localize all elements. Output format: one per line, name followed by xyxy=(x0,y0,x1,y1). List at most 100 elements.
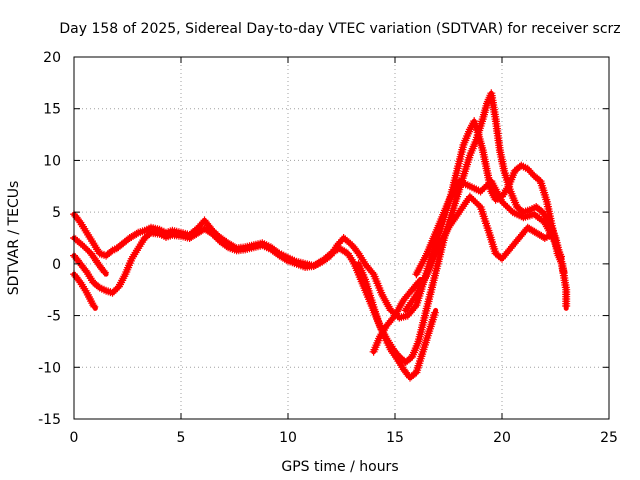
x-tick-label: 25 xyxy=(600,430,618,446)
data-point xyxy=(414,370,419,375)
data-point xyxy=(423,313,427,318)
data-point xyxy=(489,91,494,96)
data-point xyxy=(435,225,440,230)
data-point xyxy=(114,246,119,251)
data-point xyxy=(121,241,126,246)
data-point xyxy=(202,218,207,223)
data-point xyxy=(303,265,308,269)
x-tick-label: 20 xyxy=(493,430,511,446)
y-tick-label: -10 xyxy=(38,360,61,376)
data-point xyxy=(542,220,547,225)
data-point xyxy=(525,225,530,230)
data-point xyxy=(410,354,415,359)
data-point xyxy=(116,284,121,289)
data-point xyxy=(435,246,440,251)
data-point xyxy=(268,247,273,252)
data-point xyxy=(532,173,537,178)
data-point xyxy=(363,277,367,282)
data-point xyxy=(91,280,96,285)
data-point xyxy=(429,287,434,292)
data-point xyxy=(136,246,141,251)
data-point xyxy=(527,208,532,213)
data-point xyxy=(123,272,128,277)
data-point xyxy=(294,261,299,266)
data-point xyxy=(395,357,400,361)
data-point xyxy=(534,230,539,235)
data-point xyxy=(84,230,89,235)
x-tick-label: 10 xyxy=(279,430,297,446)
data-point xyxy=(512,168,517,173)
data-point xyxy=(478,205,483,209)
data-point xyxy=(356,251,361,256)
data-point xyxy=(435,261,440,266)
data-point xyxy=(97,251,102,256)
data-point xyxy=(345,251,350,256)
y-tick-label: 15 xyxy=(43,102,61,118)
data-point xyxy=(356,261,361,266)
data-point xyxy=(375,318,380,323)
data-point xyxy=(457,210,462,215)
series-trace-c xyxy=(70,270,99,311)
data-point xyxy=(104,288,109,293)
series-trace-a xyxy=(70,117,568,322)
data-point xyxy=(104,272,109,277)
x-tick-label: 0 xyxy=(70,430,79,446)
data-point xyxy=(500,256,504,261)
data-point xyxy=(129,256,134,261)
data-point xyxy=(337,246,342,251)
data-point xyxy=(446,225,451,230)
data-point xyxy=(457,179,462,184)
series-trace-d xyxy=(70,234,109,277)
y-tick-label: -5 xyxy=(47,309,61,325)
data-point xyxy=(350,243,355,248)
data-point xyxy=(91,303,96,308)
data-point xyxy=(93,306,98,311)
data-point xyxy=(170,232,175,237)
x-tick-label: 15 xyxy=(386,430,404,446)
data-point xyxy=(472,119,477,124)
data-point xyxy=(405,313,410,318)
data-point xyxy=(311,263,316,268)
data-point xyxy=(388,308,393,313)
data-point xyxy=(515,205,519,209)
data-point xyxy=(363,261,367,266)
data-point xyxy=(485,168,489,173)
data-point xyxy=(251,245,256,250)
data-point xyxy=(487,230,492,235)
data-point xyxy=(467,184,472,189)
data-point xyxy=(97,263,102,268)
series-line xyxy=(71,118,567,321)
data-point xyxy=(110,248,115,253)
data-point xyxy=(127,236,132,240)
data-point xyxy=(564,306,569,311)
data-point xyxy=(559,261,564,266)
data-point xyxy=(508,189,513,194)
data-point xyxy=(446,199,451,204)
series-trace-h xyxy=(412,177,565,279)
data-point xyxy=(234,248,239,253)
data-point xyxy=(187,236,192,240)
data-point xyxy=(84,290,89,295)
data-point xyxy=(519,163,524,168)
data-point xyxy=(510,210,515,215)
data-point xyxy=(149,225,153,230)
y-tick-label: 0 xyxy=(52,257,61,273)
data-point xyxy=(164,235,168,239)
data-point xyxy=(521,210,526,215)
data-point xyxy=(480,117,485,122)
data-point xyxy=(538,179,543,184)
data-point xyxy=(467,153,472,158)
series-markers xyxy=(70,117,568,322)
data-point xyxy=(502,168,507,173)
data-point xyxy=(142,236,147,240)
data-point xyxy=(149,230,153,235)
data-point xyxy=(480,148,485,153)
data-point xyxy=(534,205,539,209)
data-point xyxy=(489,189,494,194)
data-point xyxy=(226,245,231,250)
data-point xyxy=(410,287,415,292)
data-point xyxy=(425,251,430,256)
data-point xyxy=(542,236,547,240)
data-point xyxy=(328,251,333,256)
